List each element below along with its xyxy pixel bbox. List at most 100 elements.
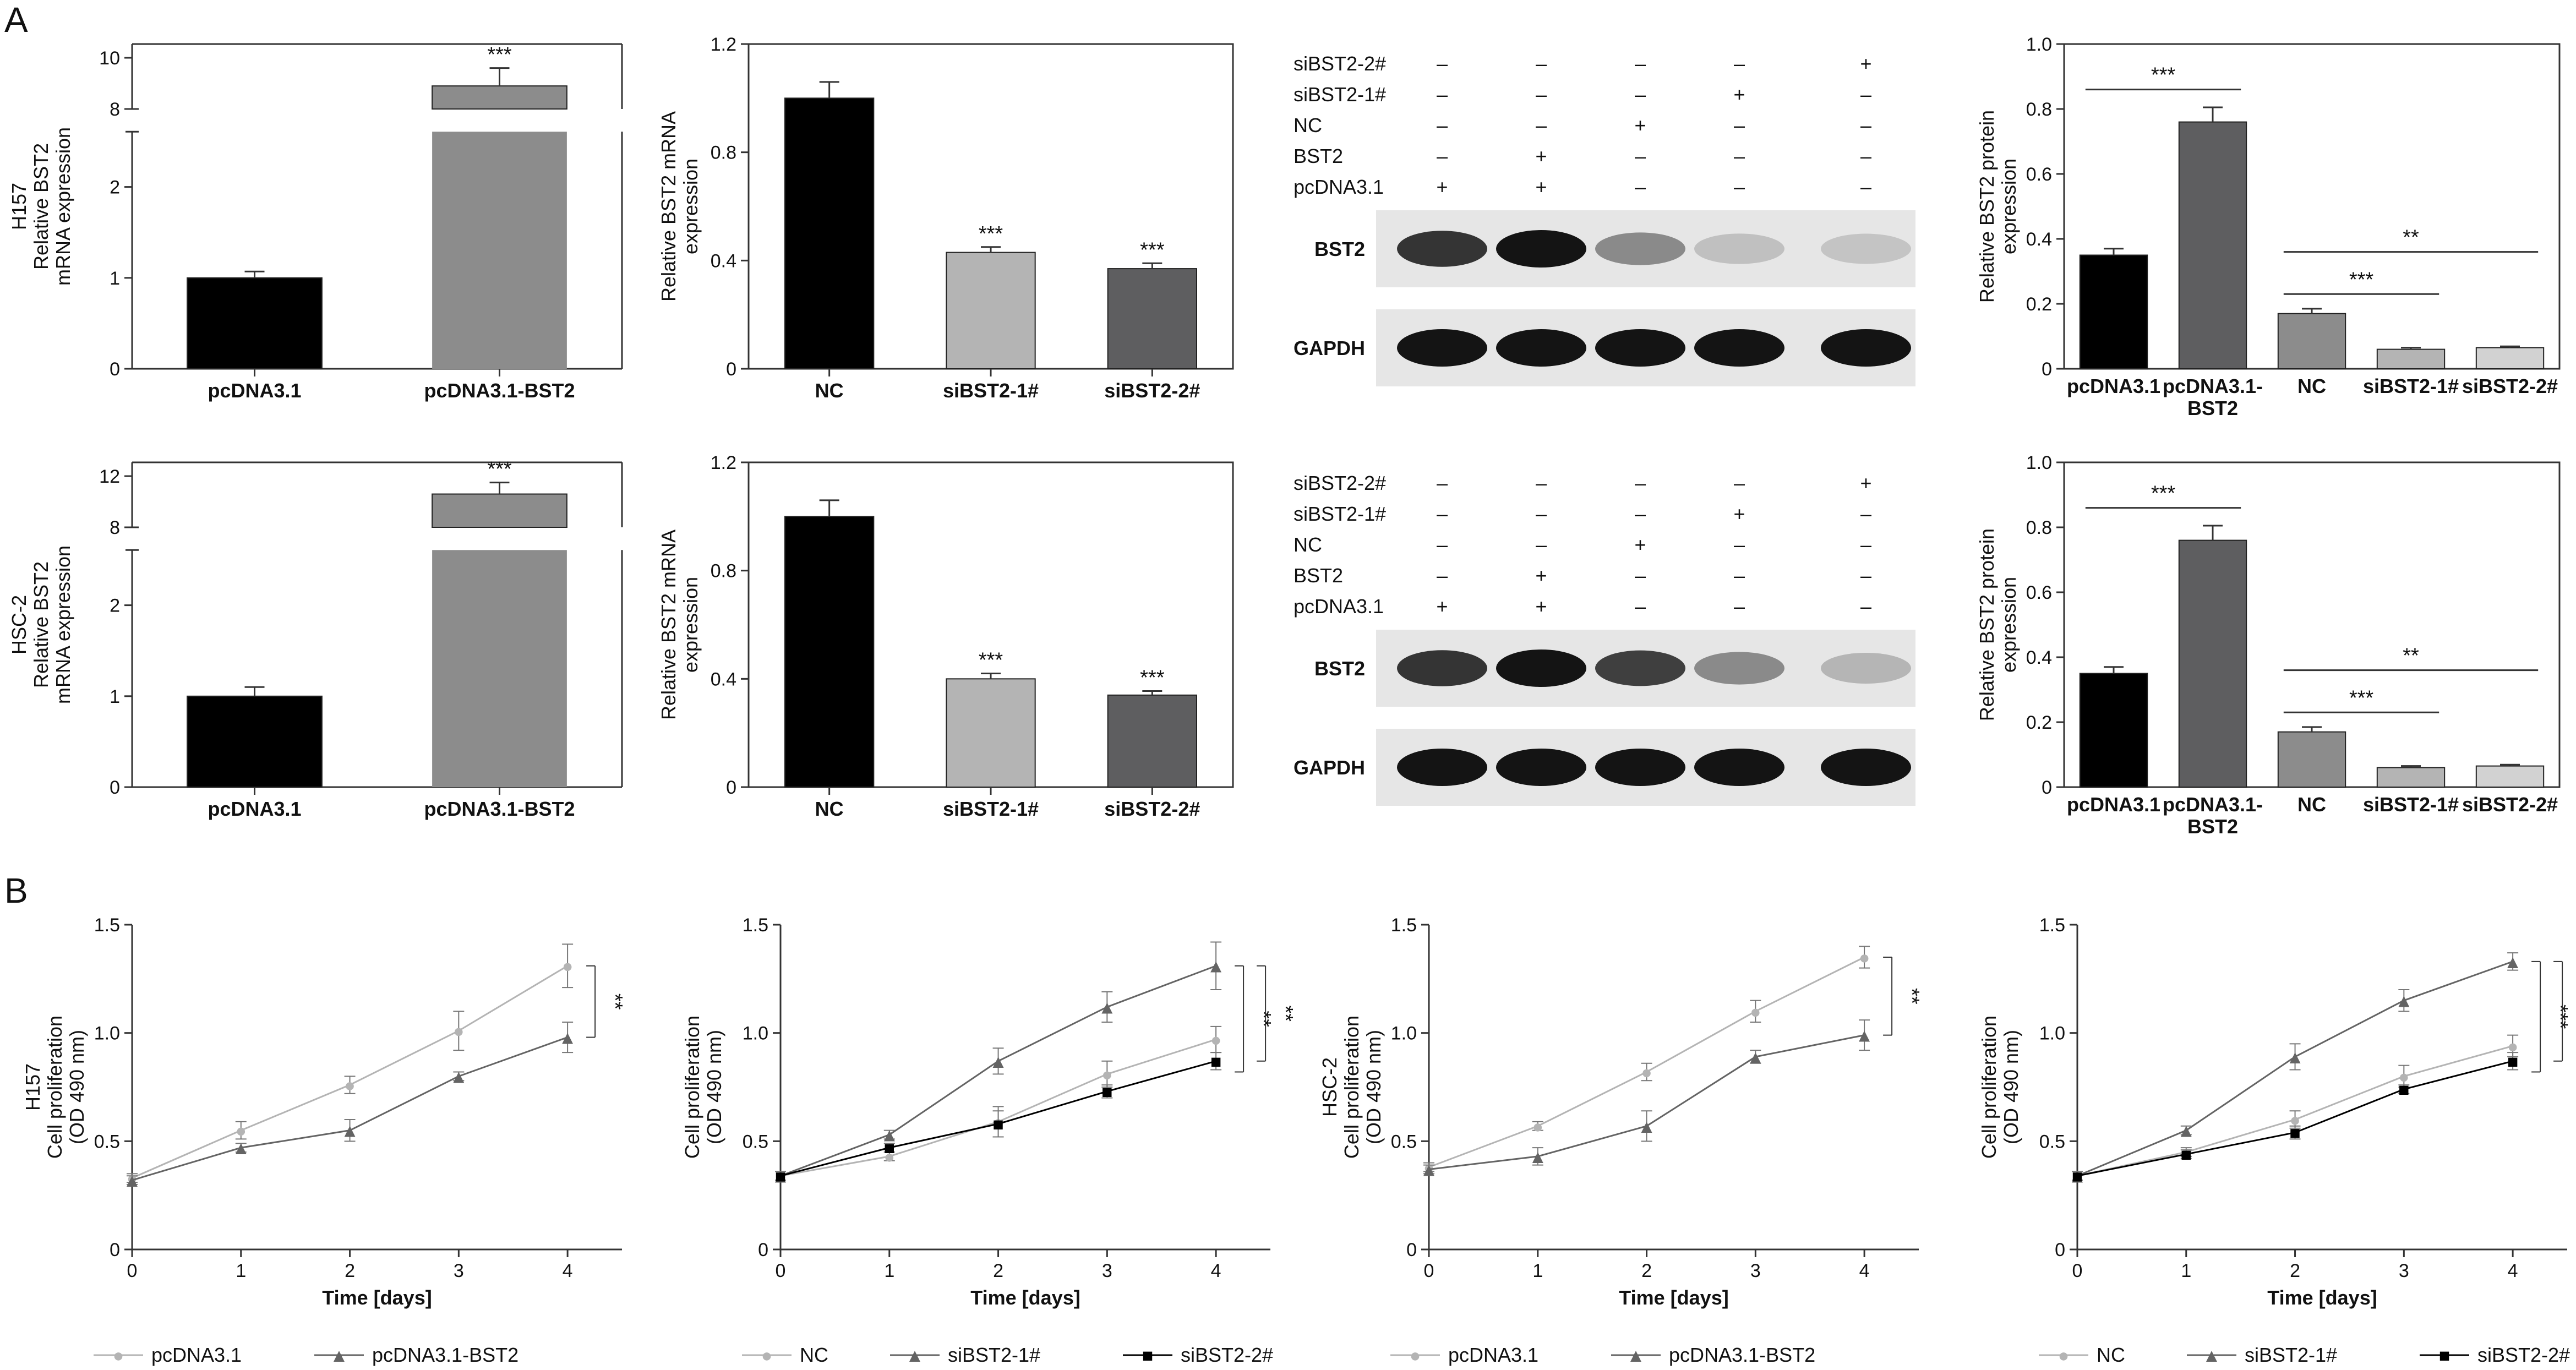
x-tick-label: 1 <box>884 1260 894 1281</box>
legend-marker: ● <box>2058 1345 2070 1366</box>
y-axis-label-line: HSC-2 <box>1318 1057 1341 1117</box>
y-axis-label: Cell proliferation (OD 490 nm) <box>681 1016 725 1159</box>
blot-band <box>1496 329 1586 367</box>
series-point: ■ <box>2181 1144 2192 1165</box>
legend-label: siBST2-2# <box>2477 1344 2570 1366</box>
significance-label: *** <box>1140 666 1165 689</box>
blot-sign: – <box>1734 533 1745 556</box>
series-line <box>132 965 568 1179</box>
y-tick-label: 0 <box>726 359 736 380</box>
y-tick-label: 1 <box>110 268 120 289</box>
y-tick-label: 0.2 <box>2026 712 2052 733</box>
legend-label: siBST2-2# <box>1181 1344 1273 1366</box>
blot-band <box>1595 749 1685 786</box>
bar <box>2178 539 2247 788</box>
y-axis-label-line: Cell proliferation <box>43 1016 66 1159</box>
blot-band-label: BST2 <box>1314 657 1365 680</box>
bar <box>2277 731 2346 788</box>
blot-sign: – <box>1437 145 1448 167</box>
bar-chart-a1: 0 1 2 8 10 pcDNA3.1 *** pcDNA3.1-BST2 H157 Relati… <box>8 43 623 402</box>
legend-label: pcDNA3.1-BST2 <box>1669 1344 1815 1366</box>
x-tick-label: pcDNA3.1- <box>2163 793 2263 816</box>
bar <box>2079 254 2148 369</box>
series-point: ▲ <box>1098 997 1117 1018</box>
blot-band <box>1397 329 1487 367</box>
y-tick-label: 0 <box>2042 359 2052 380</box>
blot-condition-label: siBST2-2# <box>1294 472 1386 494</box>
blot-band <box>1595 232 1685 265</box>
y-tick-label: 1.0 <box>2026 34 2052 55</box>
series-point: ● <box>236 1121 247 1142</box>
y-axis-label: HSC-2 Relative BST2 mRNA expression <box>8 545 74 704</box>
y-tick-label: 1.2 <box>711 452 736 473</box>
bar <box>2475 765 2545 788</box>
y-tick-label: 0.8 <box>711 143 736 163</box>
series-line <box>132 1036 568 1181</box>
x-tick-label: 4 <box>1211 1260 1221 1281</box>
series-point: ▲ <box>2395 991 2414 1012</box>
legend-label: NC <box>2097 1344 2125 1366</box>
y-axis-label-line: Cell proliferation <box>681 1016 703 1159</box>
x-tick-label: pcDNA3.1 <box>208 379 301 402</box>
y-tick-label: 1.5 <box>2039 915 2065 936</box>
series-point: ▲ <box>123 1170 141 1191</box>
series-point: ▲ <box>450 1066 468 1087</box>
y-axis-label-line: expression <box>1998 577 2020 673</box>
series-point: ● <box>1750 1001 1761 1022</box>
y-tick-label: 2 <box>110 177 120 198</box>
x-tick-label: siBST2-1# <box>943 798 1039 820</box>
y-tick-label: 8 <box>110 99 120 120</box>
significance-label: *** <box>979 649 1003 672</box>
x-tick-label: pcDNA3.1-BST2 <box>424 798 575 820</box>
legend-marker: ● <box>1410 1345 1421 1366</box>
blot-sign: – <box>1635 472 1646 494</box>
series-point: ■ <box>2289 1123 2301 1144</box>
x-tick-label: siBST2-2# <box>2462 793 2558 816</box>
significance-label: ** <box>1252 1011 1275 1027</box>
y-tick-label: 0 <box>726 777 736 798</box>
x-tick-label: NC <box>2297 793 2326 816</box>
bar <box>784 97 875 369</box>
blot-sign: – <box>1536 472 1547 494</box>
series-point: ● <box>1101 1064 1113 1085</box>
x-tick-label: pcDNA3.1 <box>2067 375 2160 397</box>
x-axis-label: Time [days] <box>970 1286 1080 1309</box>
x-tick-label: 4 <box>2508 1260 2518 1281</box>
blot-sign: – <box>1437 52 1448 75</box>
y-tick-label: 0.5 <box>1391 1131 1417 1152</box>
blot-sign: – <box>1635 176 1646 198</box>
blot-condition-label: pcDNA3.1 <box>1294 595 1384 618</box>
x-tick-label: 2 <box>2290 1260 2300 1281</box>
blot-sign: + <box>1860 52 1871 75</box>
series-point: ▲ <box>880 1125 899 1146</box>
x-tick-label: siBST2-2# <box>1104 798 1200 820</box>
blot-band <box>1821 329 1911 367</box>
blot-sign: – <box>1860 145 1871 167</box>
blot-sign: – <box>1437 533 1448 556</box>
significance-label: *** <box>487 43 512 67</box>
series-point: ● <box>344 1075 356 1096</box>
y-axis-label: Relative BST2 mRNA expression <box>657 530 702 720</box>
series-point: ▲ <box>1207 956 1225 977</box>
y-axis-label: H157 Cell proliferation (OD 490 nm) <box>21 1016 88 1159</box>
x-tick-label: pcDNA3.1 <box>208 798 301 820</box>
series-point: ● <box>2507 1036 2519 1057</box>
legend-marker: ▲ <box>905 1345 924 1366</box>
significance-label: ** <box>2403 645 2419 668</box>
y-tick-label: 1.5 <box>1391 915 1417 936</box>
y-tick-label: 8 <box>110 517 120 538</box>
blot-sign: + <box>1535 176 1547 198</box>
blot-sign: – <box>1860 83 1871 106</box>
y-axis-label-line: Relative BST2 <box>30 561 52 688</box>
y-tick-label: 2 <box>110 596 120 616</box>
series-point: ■ <box>884 1138 896 1159</box>
blot-sign: – <box>1734 595 1745 618</box>
bar <box>1107 694 1197 788</box>
bar-lower-segment <box>432 550 567 787</box>
y-tick-label: 0 <box>2042 777 2052 798</box>
y-tick-label: 12 <box>99 466 120 487</box>
x-tick-label: siBST2-1# <box>2363 793 2459 816</box>
x-tick-label: 1 <box>2181 1260 2191 1281</box>
blot-band <box>1694 652 1784 685</box>
